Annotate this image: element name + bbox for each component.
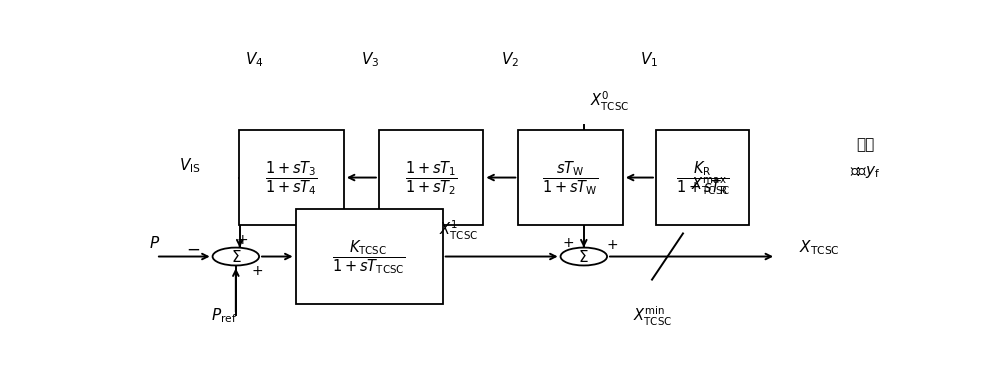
Text: 反馈: 反馈 [856, 137, 874, 152]
Bar [379, 130, 483, 225]
Circle shape [213, 248, 259, 265]
Text: $X^0_{\mathrm{TCSC}}$: $X^0_{\mathrm{TCSC}}$ [590, 90, 629, 113]
Text: $X^{\mathrm{max}}_{\mathrm{TCSC}}$: $X^{\mathrm{max}}_{\mathrm{TCSC}}$ [691, 176, 730, 197]
Text: $\dfrac{1+sT_1}{1+sT_2}$: $\dfrac{1+sT_1}{1+sT_2}$ [405, 159, 458, 197]
Text: $\dfrac{K_{\mathrm{R}}}{1+sT_{\mathrm{R}}}$: $\dfrac{K_{\mathrm{R}}}{1+sT_{\mathrm{R}… [676, 159, 729, 197]
Text: $-$: $-$ [186, 240, 200, 258]
Text: 信号$y_{\mathrm{f}}$: 信号$y_{\mathrm{f}}$ [850, 164, 880, 180]
Circle shape [561, 248, 607, 265]
Text: $\Sigma$: $\Sigma$ [578, 248, 589, 265]
Text: $X^1_{\mathrm{TCSC}}$: $X^1_{\mathrm{TCSC}}$ [439, 218, 478, 241]
Text: $\dfrac{sT_{\mathrm{W}}}{1+sT_{\mathrm{W}}}$: $\dfrac{sT_{\mathrm{W}}}{1+sT_{\mathrm{W… [542, 159, 599, 197]
Bar [296, 209, 443, 304]
Text: $\dfrac{K_{\mathrm{TCSC}}}{1+sT_{\mathrm{TCSC}}}$: $\dfrac{K_{\mathrm{TCSC}}}{1+sT_{\mathrm… [332, 238, 406, 276]
Text: $V_4$: $V_4$ [245, 50, 264, 69]
Bar [518, 130, 623, 225]
Text: $X_{\mathrm{TCSC}}$: $X_{\mathrm{TCSC}}$ [799, 238, 840, 257]
Text: $V_1$: $V_1$ [640, 50, 659, 69]
Text: $+$: $+$ [251, 264, 264, 278]
Text: $V_3$: $V_3$ [361, 50, 380, 69]
Bar [239, 130, 344, 225]
Text: $+$: $+$ [562, 236, 574, 250]
Bar [656, 130, 749, 225]
Text: $+$: $+$ [236, 233, 248, 247]
Text: $\dfrac{1+sT_3}{1+sT_4}$: $\dfrac{1+sT_3}{1+sT_4}$ [265, 159, 318, 197]
Text: $P_{\mathrm{ref}}$: $P_{\mathrm{ref}}$ [211, 307, 237, 325]
Text: $P$: $P$ [149, 235, 160, 251]
Text: $+$: $+$ [606, 238, 618, 252]
Text: $\Sigma$: $\Sigma$ [231, 248, 241, 265]
Text: $V_2$: $V_2$ [501, 50, 519, 69]
Text: $X^{\mathrm{min}}_{\mathrm{TCSC}}$: $X^{\mathrm{min}}_{\mathrm{TCSC}}$ [633, 305, 672, 328]
Text: $V_{\mathrm{IS}}$: $V_{\mathrm{IS}}$ [179, 156, 201, 175]
